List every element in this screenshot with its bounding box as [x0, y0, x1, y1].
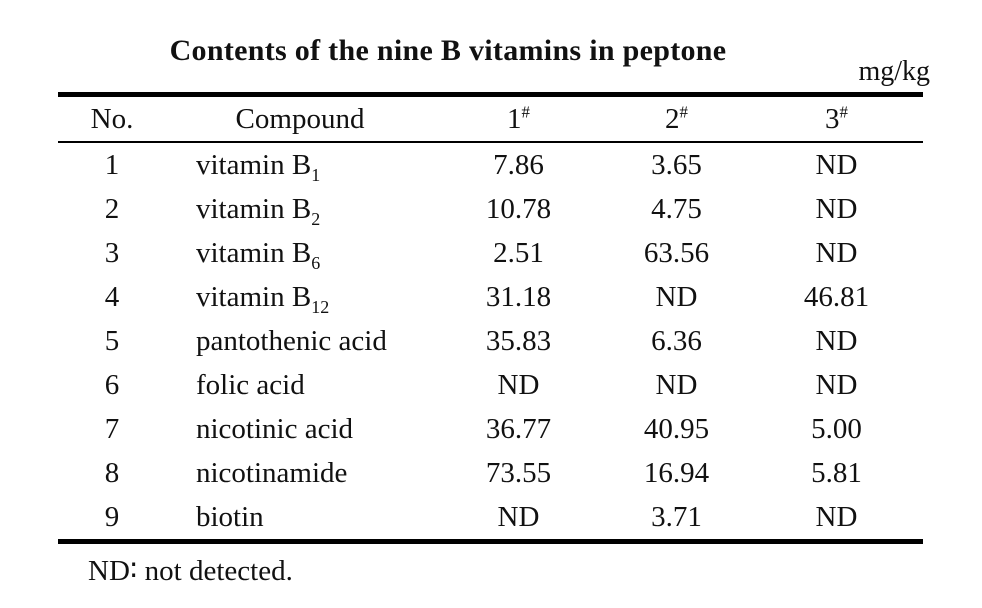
row-number-cell: 3	[104, 236, 120, 269]
compound-subscript: 12	[311, 296, 330, 317]
row-number-cell: 9	[104, 500, 120, 533]
table-row: 6 folic acid ND ND ND	[58, 363, 923, 407]
value-cell-sample1: 2.51	[493, 236, 544, 269]
value-cell-sample2: 63.56	[643, 236, 710, 269]
value-cell-sample2: 16.94	[643, 456, 710, 489]
footnote: ND∶ not detected.	[88, 555, 293, 587]
compound-cell: pantothenic acid	[196, 324, 387, 357]
table-row: 8 nicotinamide 73.55 16.94 5.81	[58, 451, 923, 495]
header-sample3-base: 3	[825, 102, 840, 135]
value-cell-sample3: 46.81	[803, 280, 870, 313]
header-sample2-base: 2	[665, 102, 680, 135]
value-cell-sample1: 35.83	[485, 324, 552, 357]
compound-subscript: 1	[311, 164, 321, 185]
header-no: No.	[58, 94, 166, 143]
header-compound: Compound	[166, 94, 434, 143]
row-number-cell: 5	[104, 324, 120, 357]
header-sample3: 3#	[750, 94, 923, 143]
value-cell-sample3: ND	[815, 192, 858, 225]
value-cell-sample3: 5.00	[811, 412, 862, 445]
compound-subscript: 6	[311, 252, 321, 273]
vitamins-table: No. Compound 1# 2# 3# 1 vitamin B1 7.86 3.6…	[58, 92, 923, 544]
table-row: 1 vitamin B1 7.86 3.65 ND	[58, 142, 923, 187]
header-sample2-sup: #	[679, 101, 688, 121]
value-cell-sample1: 73.55	[485, 456, 552, 489]
value-cell-sample3: ND	[815, 148, 858, 181]
header-sample1: 1#	[434, 94, 603, 143]
compound-cell: vitamin B6	[196, 236, 321, 273]
table-row: 7 nicotinic acid 36.77 40.95 5.00	[58, 407, 923, 451]
value-cell-sample1: ND	[497, 500, 540, 533]
compound-cell: vitamin B2	[196, 192, 321, 229]
row-number-cell: 4	[104, 280, 120, 313]
value-cell-sample3: ND	[815, 368, 858, 401]
row-number-cell: 1	[104, 148, 120, 181]
table-row: 5 pantothenic acid 35.83 6.36 ND	[58, 319, 923, 363]
header-sample1-sup: #	[521, 101, 530, 121]
unit-label: mg/kg	[858, 56, 930, 87]
value-cell-sample2: 3.65	[651, 148, 702, 181]
row-number-cell: 2	[104, 192, 120, 225]
value-cell-sample3: ND	[815, 324, 858, 357]
value-cell-sample3: 5.81	[811, 456, 862, 489]
value-cell-sample2: 40.95	[643, 412, 710, 445]
header-row: No. Compound 1# 2# 3#	[58, 94, 923, 143]
table-title: Contents of the nine B vitamins in pepto…	[169, 34, 727, 67]
value-cell-sample3: ND	[815, 236, 858, 269]
row-number-cell: 8	[104, 456, 120, 489]
value-cell-sample2: ND	[655, 368, 698, 401]
value-cell-sample2: ND	[655, 280, 698, 313]
compound-cell: vitamin B12	[196, 280, 330, 317]
table-row: 4 vitamin B12 31.18 ND 46.81	[58, 275, 923, 319]
value-cell-sample1: 7.86	[493, 148, 544, 181]
value-cell-sample2: 3.71	[651, 500, 702, 533]
row-number-cell: 6	[104, 368, 120, 401]
header-sample2: 2#	[603, 94, 750, 143]
value-cell-sample1: 36.77	[485, 412, 552, 445]
row-number-cell: 7	[104, 412, 120, 445]
compound-cell: vitamin B1	[196, 148, 321, 185]
table-row: 3 vitamin B6 2.51 63.56 ND	[58, 231, 923, 275]
table-body: 1 vitamin B1 7.86 3.65 ND 2 vitamin B2 10.78 4.7…	[58, 142, 923, 542]
header-sample3-sup: #	[839, 101, 848, 121]
table-row: 2 vitamin B2 10.78 4.75 ND	[58, 187, 923, 231]
table-row: 9 biotin ND 3.71 ND	[58, 495, 923, 542]
value-cell-sample2: 6.36	[651, 324, 702, 357]
value-cell-sample3: ND	[815, 500, 858, 533]
compound-subscript: 2	[311, 208, 321, 229]
value-cell-sample1: 31.18	[485, 280, 552, 313]
compound-cell: nicotinic acid	[196, 412, 354, 445]
value-cell-sample1: ND	[497, 368, 540, 401]
compound-cell: biotin	[196, 500, 264, 533]
compound-cell: nicotinamide	[196, 456, 348, 489]
header-sample1-base: 1	[507, 102, 522, 135]
compound-cell: folic acid	[196, 368, 305, 401]
value-cell-sample2: 4.75	[651, 192, 702, 225]
value-cell-sample1: 10.78	[485, 192, 552, 225]
